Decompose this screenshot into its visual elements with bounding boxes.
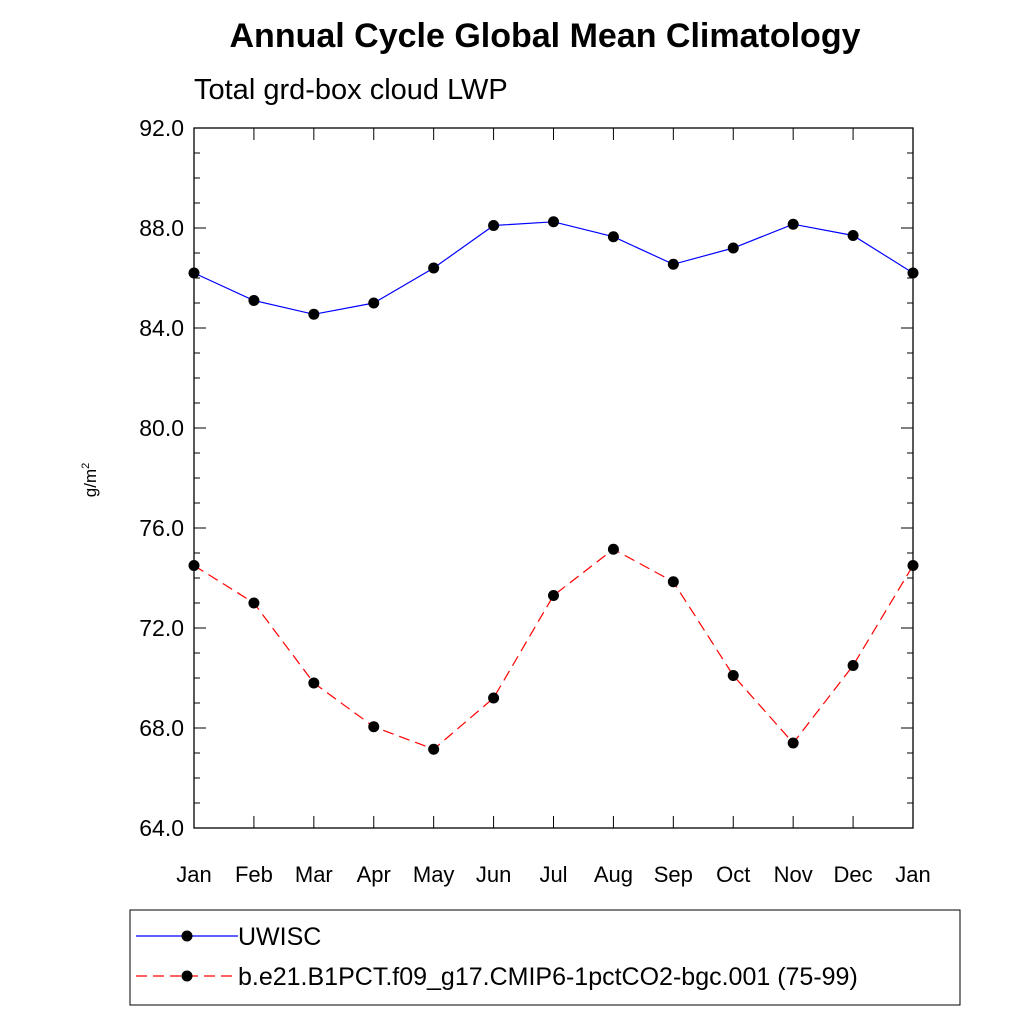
series-1-point (488, 692, 500, 704)
series-0-point (667, 258, 679, 270)
series-line-0 (193, 221, 914, 315)
legend-label-model: b.e21.B1PCT.f09_g17.CMIP6-1pctCO2-bgc.00… (238, 963, 858, 991)
x-tick-label: Oct (716, 862, 750, 887)
x-tick-label: Sep (654, 862, 693, 887)
plot-frame (193, 127, 914, 829)
x-tick-label: Jan (895, 862, 930, 887)
y-axis-label: g/m2 (80, 463, 100, 497)
series-0-point (368, 297, 380, 309)
y-tick-label: 76.0 (139, 515, 184, 541)
series-1-point (548, 590, 559, 601)
series-1-point (727, 670, 739, 681)
x-tick-label: Apr (357, 862, 391, 887)
legend-label-uwisc: UWISC (238, 923, 321, 951)
legend: UWISC b.e21.B1PCT.f09_g17.CMIP6-1pctCO2-… (129, 909, 961, 1006)
series-0-point (428, 262, 440, 274)
y-axis-label-unit: g/m (81, 469, 100, 497)
series-0-point (308, 308, 320, 320)
series-layer (188, 216, 919, 755)
y-tick-label: 72.0 (139, 615, 184, 641)
series-1-point (787, 737, 799, 749)
y-tick-label: 92.0 (139, 115, 184, 141)
x-tick-label: May (413, 862, 455, 887)
y-tick-label: 68.0 (139, 715, 184, 741)
x-tick-label: Jul (539, 862, 567, 887)
series-1-point (368, 721, 380, 733)
x-tick-label: Mar (295, 862, 333, 887)
series-0-point (907, 267, 919, 279)
series-0-point (548, 216, 559, 228)
series-line-1 (193, 548, 914, 750)
axis-ticks (193, 127, 914, 829)
series-0-point (188, 267, 200, 279)
x-tick-labels: Jan Feb Mar Apr May Jun Jul Aug Sep Oct Nov Dec Jan (176, 862, 930, 887)
x-tick-label: Dec (834, 862, 873, 887)
series-1-point (188, 560, 200, 571)
y-tick-label: 64.0 (139, 815, 184, 841)
x-tick-label: Nov (774, 862, 813, 887)
series-0-point (488, 220, 500, 231)
y-tick-label: 88.0 (139, 215, 184, 241)
x-tick-label: Feb (235, 862, 273, 887)
series-1-point (847, 660, 859, 671)
x-tick-label: Jun (476, 862, 511, 887)
chart-subtitle: Total grd-box cloud LWP (194, 74, 508, 106)
legend-marker-model (181, 970, 193, 982)
series-1-point (667, 576, 679, 588)
series-1-point (428, 743, 440, 755)
series-0-point (727, 242, 739, 254)
legend-marker-uwisc (181, 930, 193, 942)
series-1-point (907, 560, 919, 571)
series-0-point (787, 218, 799, 230)
chart-title: Annual Cycle Global Mean Climatology (230, 17, 861, 55)
y-tick-label: 84.0 (139, 315, 184, 341)
y-axis-label-exponent: 2 (80, 463, 92, 469)
legend-box (129, 909, 961, 1006)
x-tick-label: Aug (594, 862, 633, 887)
series-1-point (607, 543, 619, 555)
plot-border (193, 127, 914, 829)
x-tick-label: Jan (176, 862, 211, 887)
series-1-point (308, 677, 320, 689)
series-1-point (248, 597, 260, 609)
series-0-point (847, 230, 859, 241)
y-tick-labels: 64.0 68.0 72.0 76.0 80.0 84.0 88.0 92.0 (139, 115, 184, 841)
series-0-point (248, 295, 260, 306)
series-0-point (607, 231, 619, 243)
y-tick-label: 80.0 (139, 415, 184, 441)
